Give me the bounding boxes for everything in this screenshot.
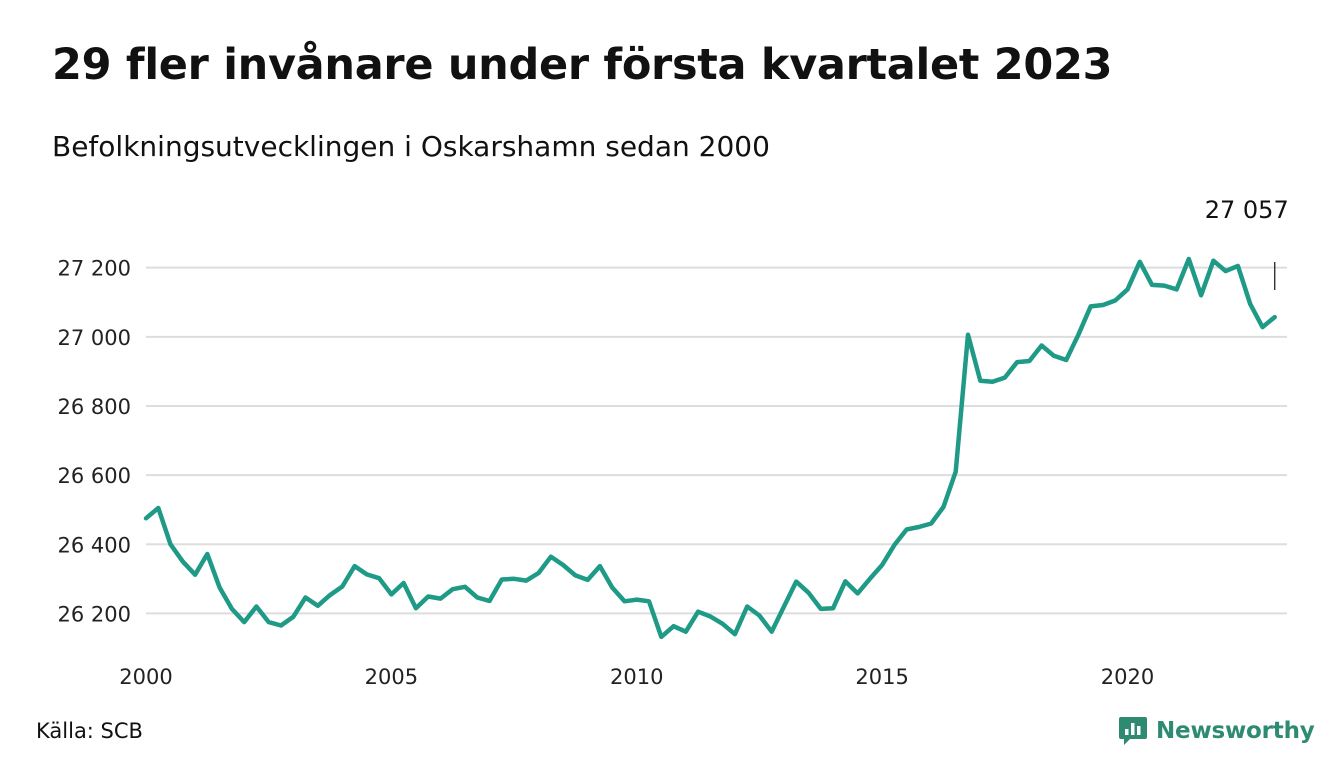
- population-line-chart: 26 200 26 400 26 600 26 800 27 000 27 200 200…: [58, 196, 1289, 689]
- y-tick-label: 26 600: [58, 464, 131, 488]
- annotation-label: 27 057: [1205, 196, 1289, 224]
- x-axis-ticks: 2000 2005 2010 2015 2020: [119, 665, 1154, 689]
- y-tick-label: 26 800: [58, 395, 131, 419]
- y-tick-label: 27 200: [58, 257, 131, 281]
- annotation-layer: 27 057: [1205, 196, 1289, 290]
- chart-subtitle: Befolkningsutvecklingen i Oskarshamn sed…: [52, 130, 770, 163]
- source-note: Källa: SCB: [36, 719, 143, 743]
- x-tick-label: 2000: [119, 665, 172, 689]
- series-line-0: [143, 256, 1277, 640]
- y-tick-label: 26 200: [58, 602, 131, 626]
- grid-lines: [146, 266, 1287, 615]
- chart-title: 29 fler invånare under första kvartalet …: [52, 40, 1113, 90]
- y-axis-ticks: 26 200 26 400 26 600 26 800 27 000 27 200: [58, 257, 131, 627]
- x-tick-label: 2005: [365, 665, 418, 689]
- y-tick-label: 27 000: [58, 326, 131, 350]
- x-tick-label: 2010: [610, 665, 663, 689]
- x-tick-label: 2020: [1101, 665, 1154, 689]
- x-tick-label: 2015: [855, 665, 908, 689]
- y-tick-label: 26 400: [58, 533, 131, 557]
- newsworthy-logo-icon: [1119, 717, 1147, 745]
- brand-logo-group: Newsworthy: [1118, 714, 1315, 748]
- brand-name: Newsworthy: [1156, 718, 1315, 744]
- series-layer: [143, 256, 1277, 640]
